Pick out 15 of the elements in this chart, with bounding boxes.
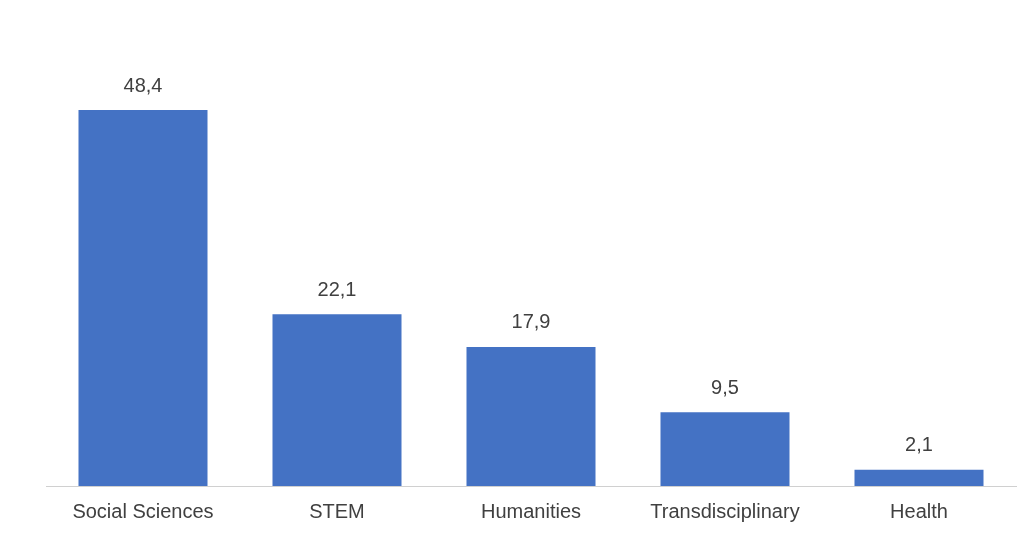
bar: [466, 346, 596, 486]
data-label: 48,4: [123, 73, 163, 96]
data-label: 22,1: [317, 277, 357, 300]
data-label: 2,1: [905, 433, 933, 456]
data-label: 17,9: [511, 310, 551, 333]
bar: [660, 412, 790, 486]
bar: [78, 110, 208, 486]
x-tick-label: Humanities: [480, 499, 582, 522]
bar: [854, 469, 984, 486]
x-tick-label: STEM: [309, 499, 365, 522]
x-tick-label: Social Sciences: [72, 499, 214, 522]
data-label: 9,5: [711, 375, 739, 398]
x-tick-label: Transdisciplinary: [650, 499, 800, 522]
bar: [272, 314, 402, 486]
x-tick-label: Health: [890, 499, 948, 522]
